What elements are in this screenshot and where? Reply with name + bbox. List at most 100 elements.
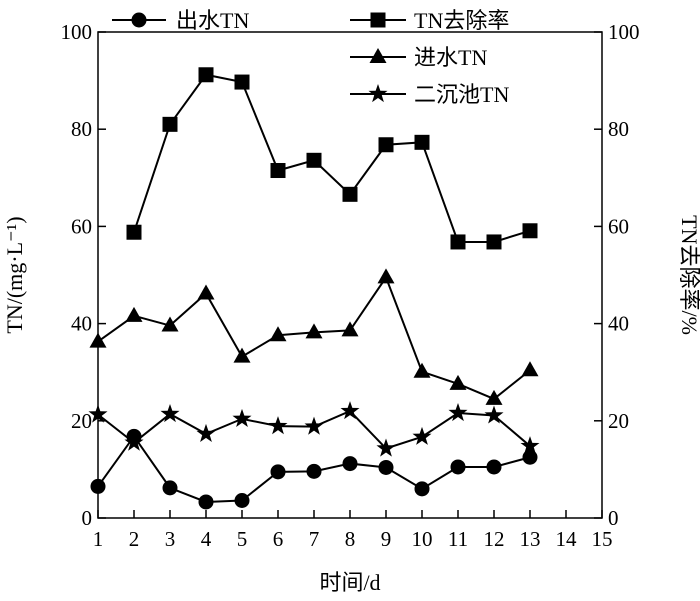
y-axis-label-left: TN/(mg·L⁻¹) [2, 216, 27, 333]
x-tick-label: 1 [93, 527, 104, 551]
data-point-triangle [89, 332, 107, 348]
legend-item: 二沉池TN [350, 82, 509, 107]
y-tick-label-right: 60 [608, 214, 629, 238]
y-axis-label-right: TN去除率/% [677, 215, 700, 335]
x-tick-label: 8 [345, 527, 356, 551]
y-tick-label-left: 20 [71, 409, 92, 433]
data-point-square [306, 152, 322, 168]
series-circle [90, 428, 538, 510]
data-point-star [160, 404, 180, 423]
y-tick-label-left: 80 [71, 117, 92, 141]
x-tick-label: 7 [309, 527, 320, 551]
y-tick-label-left: 40 [71, 312, 92, 336]
data-point-triangle [269, 326, 287, 342]
data-point-circle [198, 494, 214, 510]
data-point-circle [378, 459, 394, 475]
data-point-circle [306, 463, 322, 479]
data-point-triangle [485, 389, 503, 405]
data-point-star [484, 405, 504, 424]
data-point-star [520, 436, 540, 455]
data-point-triangle [125, 306, 143, 322]
data-point-square [162, 116, 178, 132]
data-point-star [412, 426, 432, 445]
data-point-star [232, 408, 252, 427]
data-point-star [196, 423, 216, 443]
legend-label: 进水TN [414, 45, 487, 70]
axis-ticks: 1 2 3 4 5 6 7 8 9 10 11 12 13 14 150204060801000204060… [61, 20, 640, 551]
series-triangle [89, 268, 539, 405]
legend-marker-star [368, 84, 388, 103]
data-point-square [342, 186, 358, 202]
data-point-circle [162, 480, 178, 496]
y-tick-label-right: 0 [608, 506, 619, 530]
data-point-square [486, 234, 502, 250]
data-point-square [414, 134, 430, 150]
x-axis-label: 时间/d [319, 570, 380, 595]
y-tick-label-right: 100 [608, 20, 640, 44]
x-tick-label: 6 [273, 527, 284, 551]
data-point-star [304, 416, 324, 435]
x-tick-label: 4 [201, 527, 212, 551]
legend-marker-triangle [369, 48, 387, 63]
x-tick-label: 3 [165, 527, 176, 551]
y-tick-label-right: 20 [608, 409, 629, 433]
data-point-square [522, 223, 538, 239]
x-tick-label: 15 [592, 527, 613, 551]
legend-label: TN去除率 [414, 8, 509, 33]
y-tick-label-left: 60 [71, 214, 92, 238]
x-tick-label: 10 [412, 527, 433, 551]
data-point-square [450, 234, 466, 250]
x-tick-label: 11 [448, 527, 468, 551]
data-point-triangle [521, 361, 539, 377]
series-layer [88, 67, 540, 510]
data-point-circle [270, 464, 286, 480]
legend-item: 出水TN [112, 8, 249, 33]
data-point-star [124, 432, 144, 451]
data-point-circle [450, 459, 466, 475]
x-tick-label: 13 [520, 527, 541, 551]
data-point-square [198, 67, 214, 83]
series-square [126, 67, 538, 250]
data-point-triangle [341, 321, 359, 337]
legend-marker-square [370, 12, 386, 28]
data-point-triangle [197, 284, 215, 300]
data-point-circle [342, 456, 358, 472]
data-point-triangle [233, 347, 251, 363]
data-point-square [378, 137, 394, 153]
x-tick-label: 9 [381, 527, 392, 551]
y-tick-label-left: 0 [82, 506, 93, 530]
x-tick-label: 2 [129, 527, 140, 551]
data-point-triangle [377, 268, 395, 284]
data-point-triangle [449, 374, 467, 390]
data-point-square [234, 74, 250, 90]
data-point-circle [414, 481, 430, 497]
legend-marker-circle [131, 12, 147, 28]
data-point-star [376, 438, 396, 457]
legend-label: 二沉池TN [414, 82, 509, 107]
y-tick-label-right: 80 [608, 117, 629, 141]
data-point-circle [234, 493, 250, 509]
series-star [88, 401, 540, 457]
data-point-star [340, 401, 360, 420]
data-point-triangle [413, 362, 431, 378]
y-tick-label-left: 100 [61, 20, 93, 44]
data-point-star [268, 416, 288, 435]
x-tick-label: 5 [237, 527, 248, 551]
data-point-square [270, 163, 286, 179]
data-point-star [88, 404, 108, 423]
legend-item: 进水TN [350, 45, 487, 70]
data-point-square [126, 224, 142, 240]
data-point-triangle [161, 316, 179, 332]
x-tick-label: 14 [556, 527, 578, 551]
data-point-circle [90, 478, 106, 494]
legend-label: 出水TN [176, 8, 249, 33]
legend-item: TN去除率 [350, 8, 509, 33]
data-point-star [448, 403, 468, 422]
data-point-triangle [305, 323, 323, 339]
data-point-circle [522, 449, 538, 465]
x-tick-label: 12 [484, 527, 505, 551]
y-tick-label-right: 40 [608, 312, 629, 336]
data-point-circle [486, 459, 502, 475]
